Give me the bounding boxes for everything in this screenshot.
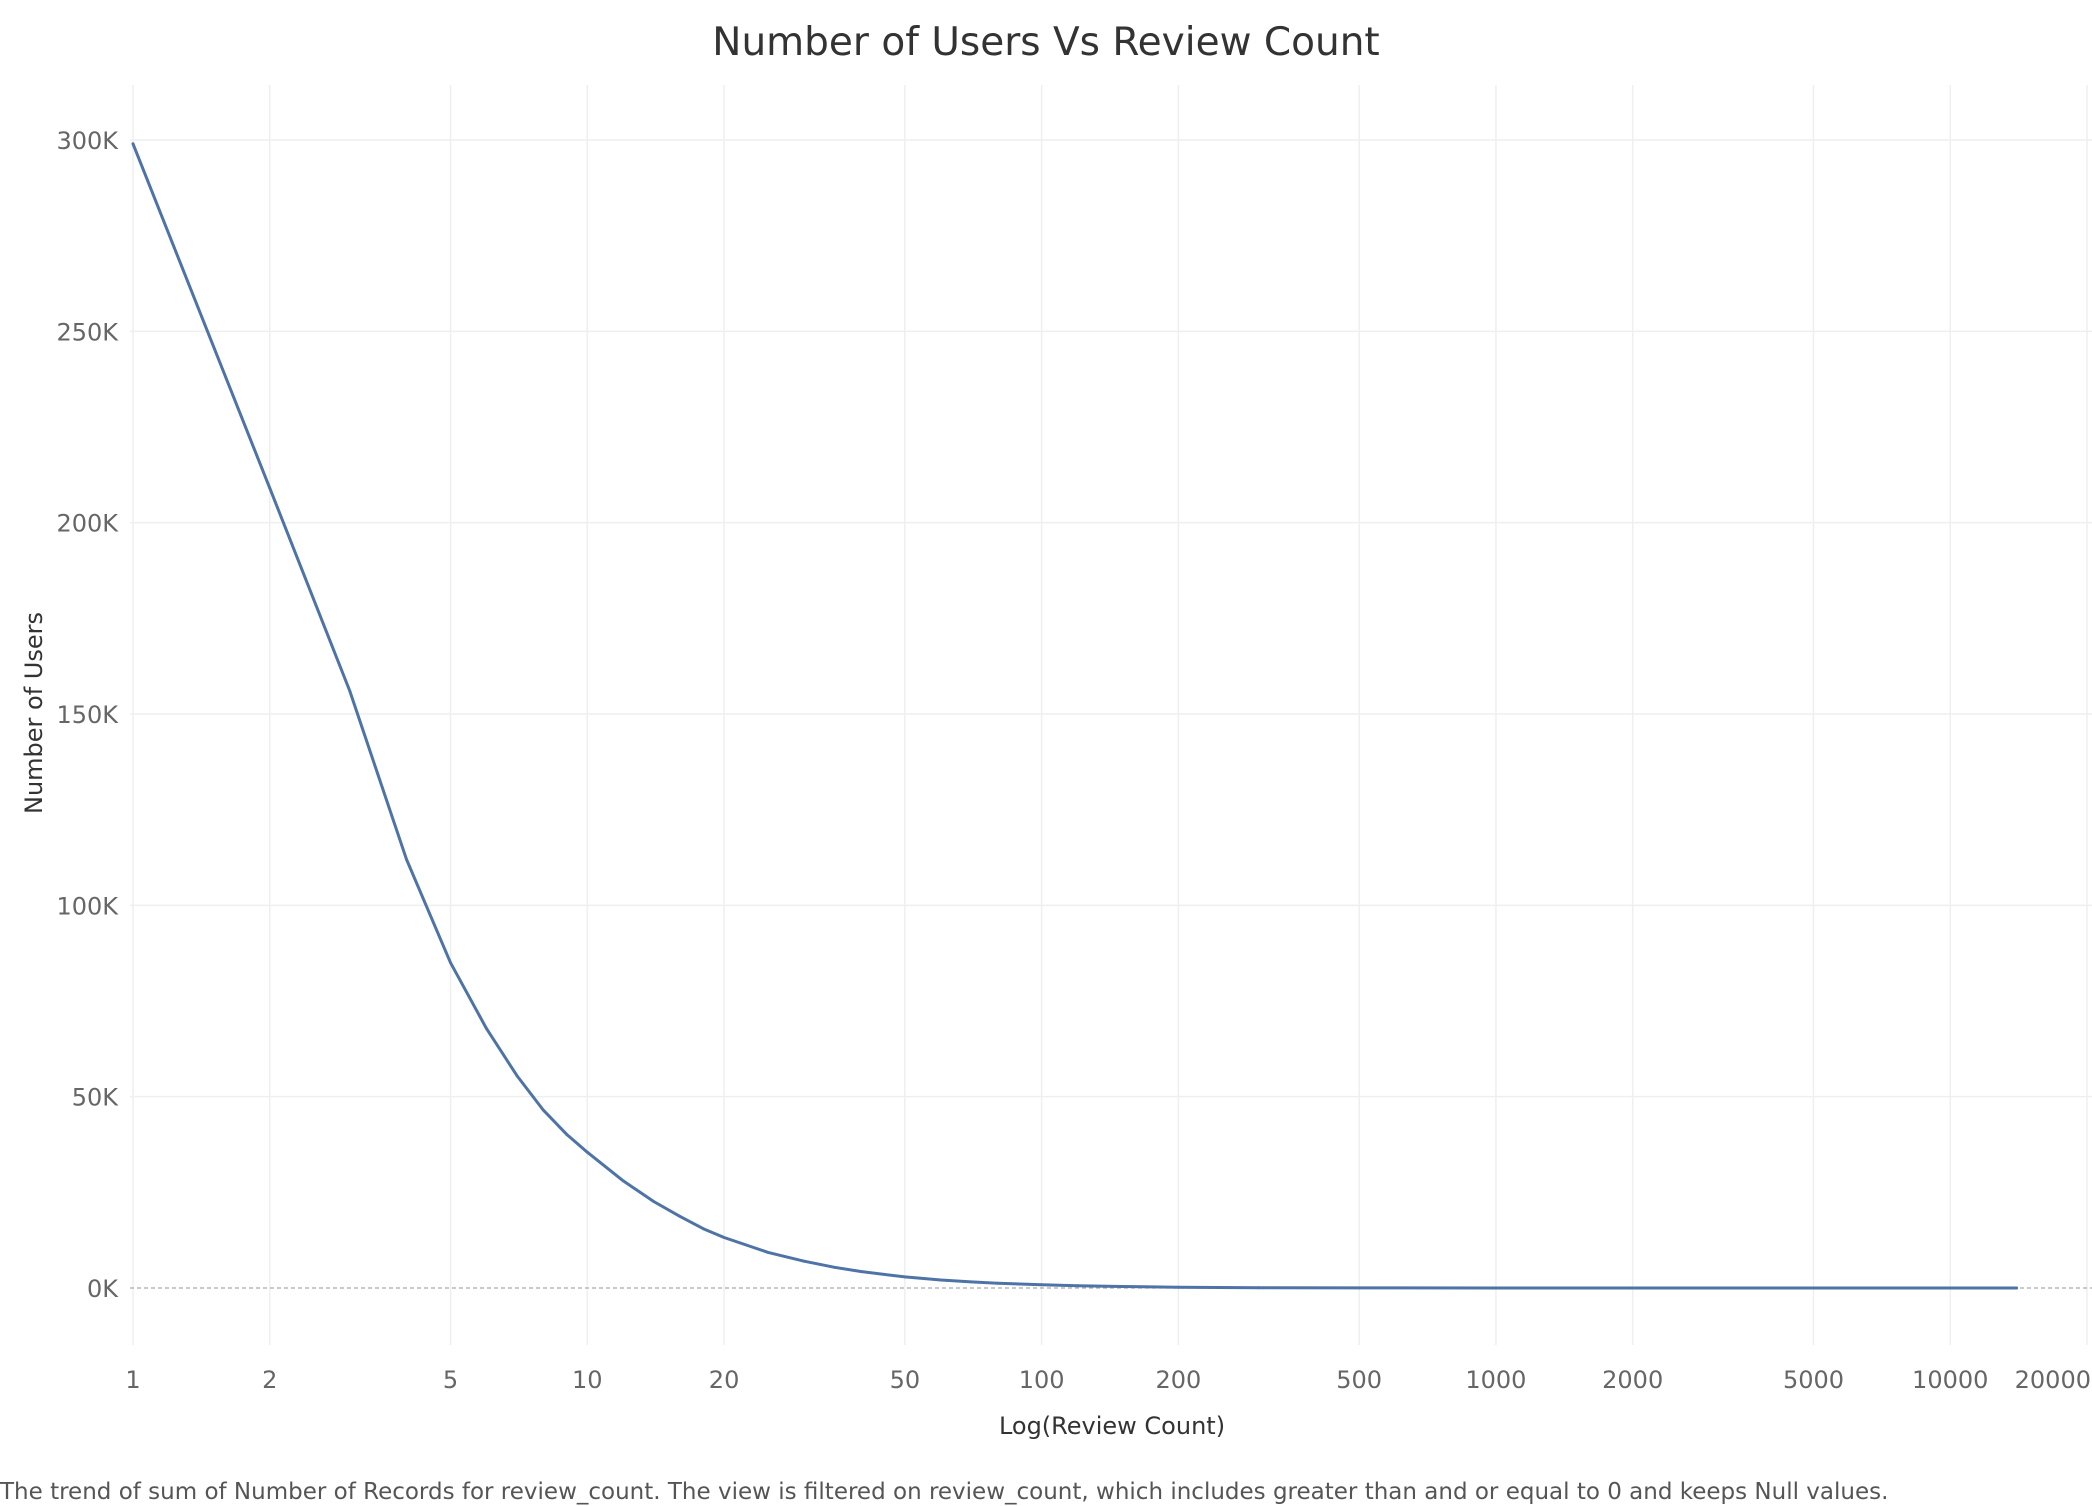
data-point (1177, 1285, 1180, 1289)
data-point (541, 1108, 545, 1112)
data-point (833, 1265, 836, 1269)
data-point (996, 1281, 999, 1285)
data-point (802, 1259, 806, 1263)
x-tick-label: 500 (1336, 1366, 1382, 1394)
data-point (1631, 1286, 1635, 1290)
data-point (939, 1278, 943, 1282)
x-tick-label: 1 (125, 1366, 140, 1394)
x-axis-title: Log(Review Count) (999, 1412, 1225, 1440)
data-point (1120, 1285, 1123, 1288)
x-tick-label: 20000 (2015, 1366, 2091, 1394)
chart-caption: The trend of sum of Number of Records fo… (0, 1479, 1888, 1505)
data-point (678, 1215, 682, 1218)
x-tick-label: 200 (1155, 1366, 1201, 1394)
x-axis-ticks: 1 2 5 10 20 50 100 200 500 1000 2000 5000 10000 20000 (125, 1366, 2091, 1394)
data-point (449, 961, 452, 965)
data-point (1948, 1286, 1952, 1290)
data-point (405, 858, 408, 861)
data-point (131, 142, 135, 146)
data-point (1076, 1284, 1079, 1288)
x-tick-label: 1000 (1465, 1366, 1526, 1394)
data-point (585, 1150, 589, 1154)
data-point (969, 1280, 973, 1284)
data-point (701, 1227, 705, 1231)
data-point (859, 1270, 863, 1273)
x-tick-label: 20 (709, 1366, 740, 1394)
data-point (1257, 1286, 1260, 1290)
x-tick-label: 2000 (1602, 1366, 1663, 1394)
y-tick-label: 100K (56, 892, 119, 920)
data-point (621, 1179, 625, 1183)
data-point (268, 486, 272, 490)
x-tick-label: 50 (890, 1366, 921, 1394)
data-point (722, 1236, 726, 1239)
x-tick-label: 5 (443, 1366, 458, 1394)
chart-title: Number of Users Vs Review Count (712, 20, 1379, 65)
series-layer (131, 142, 2019, 1290)
data-point (903, 1275, 907, 1279)
data-point (1040, 1283, 1043, 1287)
x-tick-label: 5000 (1783, 1366, 1844, 1394)
data-point (1812, 1286, 1815, 1290)
x-tick-label: 10000 (1912, 1366, 1988, 1394)
y-tick-label: 150K (56, 701, 119, 729)
y-tick-label: 200K (56, 510, 119, 538)
data-point (2015, 1286, 2018, 1290)
grid (130, 85, 2092, 1345)
data-point (766, 1251, 770, 1254)
x-tick-label: 2 (262, 1366, 277, 1394)
series-line (131, 142, 2019, 1290)
y-tick-label: 50K (72, 1084, 120, 1112)
data-point (485, 1027, 488, 1030)
y-tick-label: 250K (56, 318, 119, 346)
y-axis-title: Number of Users (20, 612, 48, 814)
data-point (652, 1200, 656, 1203)
x-tick-label: 10 (572, 1366, 603, 1394)
y-tick-label: 0K (87, 1275, 119, 1303)
data-point (565, 1132, 568, 1136)
y-tick-label: 300K (56, 127, 119, 155)
data-point (515, 1074, 519, 1077)
x-tick-label: 100 (1019, 1366, 1065, 1394)
data-point (1357, 1286, 1361, 1290)
y-axis-ticks: 0K 50K 100K 150K 200K 250K 300K (56, 127, 119, 1303)
data-point (1494, 1286, 1498, 1290)
data-point (348, 689, 352, 693)
